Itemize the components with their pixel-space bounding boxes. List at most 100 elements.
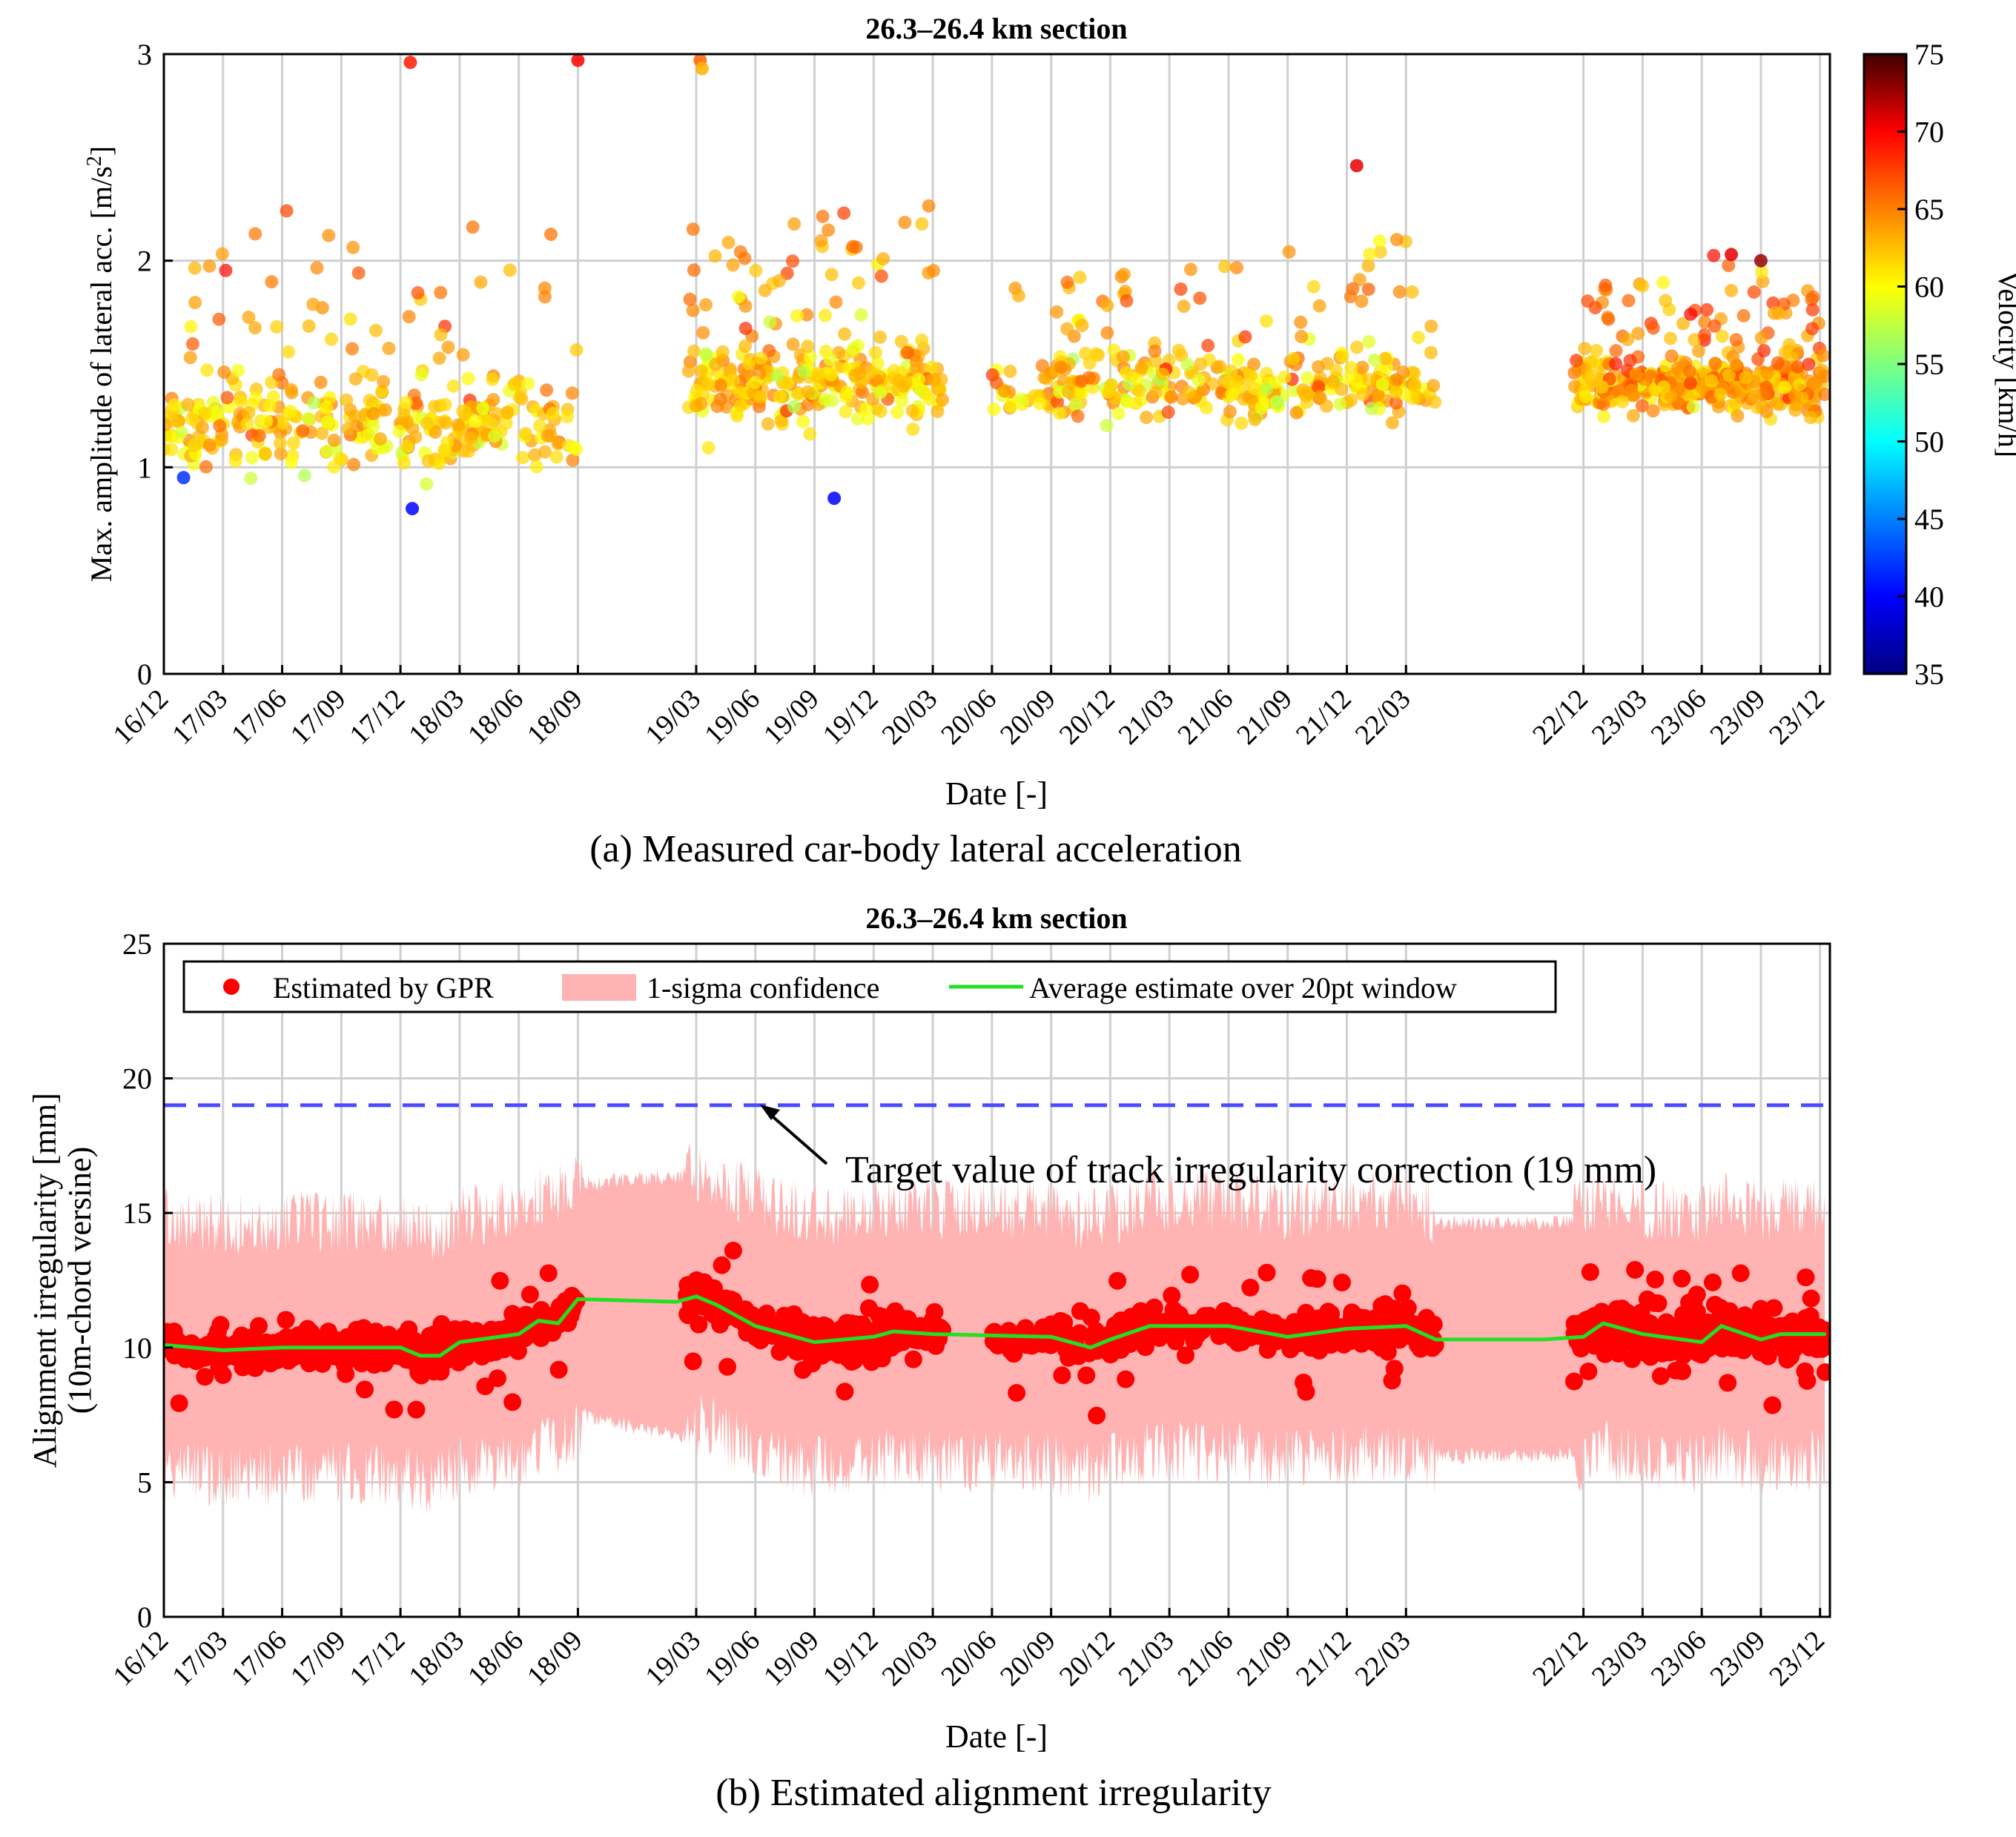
data-point bbox=[432, 351, 446, 365]
data-point bbox=[701, 377, 715, 391]
data-point bbox=[1306, 279, 1321, 294]
data-point bbox=[1222, 376, 1236, 390]
x-tick-label: 17/12 bbox=[344, 1625, 412, 1692]
data-point bbox=[733, 399, 747, 413]
data-point bbox=[1670, 361, 1685, 375]
data-point bbox=[787, 217, 802, 231]
data-point bbox=[242, 406, 256, 420]
data-point bbox=[432, 457, 446, 471]
data-point bbox=[343, 312, 357, 326]
data-point bbox=[1301, 371, 1315, 385]
data-point bbox=[297, 469, 311, 483]
data-point bbox=[1260, 366, 1274, 380]
gpr-point bbox=[1802, 1289, 1820, 1308]
data-point bbox=[213, 419, 227, 433]
data-point bbox=[345, 342, 359, 356]
gpr-point bbox=[886, 1302, 905, 1320]
data-point bbox=[840, 385, 854, 399]
data-point bbox=[181, 397, 195, 411]
data-point bbox=[1584, 368, 1599, 382]
gpr-point bbox=[1424, 1315, 1443, 1334]
gpr-point bbox=[1657, 1313, 1676, 1331]
data-point bbox=[188, 296, 202, 310]
data-point bbox=[1313, 390, 1327, 404]
data-point bbox=[273, 436, 287, 450]
data-point bbox=[1736, 308, 1751, 322]
data-point bbox=[687, 263, 701, 277]
data-point bbox=[713, 378, 727, 392]
data-point bbox=[196, 420, 210, 434]
data-point bbox=[1349, 159, 1364, 173]
gpr-point bbox=[1673, 1269, 1691, 1288]
data-point bbox=[215, 247, 229, 261]
data-point bbox=[248, 321, 262, 335]
data-point bbox=[1373, 245, 1387, 259]
data-point bbox=[500, 406, 515, 420]
gpr-point bbox=[164, 1323, 176, 1341]
gpr-point bbox=[1608, 1302, 1627, 1320]
x-tick-label: 20/09 bbox=[994, 1625, 1062, 1692]
gpr-point bbox=[1210, 1327, 1229, 1346]
x-tick-label: 17/06 bbox=[225, 684, 293, 751]
data-point bbox=[763, 315, 777, 329]
x-tick-label: 17/03 bbox=[166, 1625, 234, 1692]
data-point bbox=[310, 261, 324, 275]
data-point bbox=[715, 345, 730, 359]
data-point bbox=[901, 345, 915, 360]
data-point bbox=[1595, 380, 1609, 394]
gpr-point bbox=[870, 1306, 888, 1325]
x-tick-label: 23/12 bbox=[1763, 1625, 1831, 1692]
gpr-point bbox=[1636, 1316, 1654, 1334]
data-point bbox=[333, 451, 347, 466]
data-point bbox=[258, 447, 272, 461]
y-tick-label: 15 bbox=[122, 1196, 152, 1230]
data-point bbox=[1412, 331, 1426, 345]
data-point bbox=[1621, 333, 1635, 347]
gpr-point bbox=[170, 1394, 188, 1412]
gpr-point bbox=[1163, 1286, 1181, 1305]
data-point bbox=[1003, 364, 1017, 378]
data-point bbox=[400, 440, 414, 454]
data-point bbox=[922, 392, 936, 406]
data-point bbox=[1194, 357, 1208, 371]
data-point bbox=[217, 365, 231, 379]
data-point bbox=[804, 350, 818, 364]
data-point bbox=[733, 245, 747, 259]
ylabel-a-end: ] bbox=[85, 146, 118, 156]
data-point bbox=[1060, 275, 1074, 289]
data-point bbox=[346, 240, 360, 254]
gpr-point bbox=[1719, 1374, 1737, 1392]
gpr-point bbox=[503, 1393, 522, 1411]
data-point bbox=[1802, 357, 1816, 371]
data-point bbox=[801, 340, 815, 354]
gpr-point bbox=[758, 1304, 776, 1323]
x-tick-label: 19/03 bbox=[639, 1625, 707, 1692]
data-point bbox=[200, 363, 214, 377]
ylabel-a: Max. amplitude of lateral acc. [m/s2] bbox=[83, 146, 118, 582]
data-point bbox=[1329, 363, 1343, 377]
data-point bbox=[1140, 410, 1154, 424]
x-tick-label: 19/03 bbox=[639, 684, 707, 751]
data-point bbox=[1286, 351, 1301, 365]
data-point bbox=[694, 397, 708, 411]
data-point bbox=[1427, 379, 1441, 393]
x-ticks-a: 16/1217/0317/0617/0917/1218/0318/0618/09… bbox=[107, 665, 1831, 751]
gpr-point bbox=[520, 1285, 539, 1304]
data-point bbox=[1656, 380, 1670, 394]
data-point bbox=[1705, 374, 1719, 388]
data-point bbox=[710, 400, 724, 414]
data-point bbox=[1378, 351, 1392, 365]
data-point bbox=[474, 275, 488, 289]
gpr-point bbox=[1579, 1362, 1598, 1380]
gpr-point bbox=[532, 1300, 551, 1319]
data-point bbox=[803, 427, 817, 441]
annotation-arrow-head bbox=[760, 1105, 780, 1120]
data-point bbox=[397, 456, 411, 470]
data-point bbox=[987, 403, 1001, 417]
data-point bbox=[1408, 378, 1422, 392]
data-point bbox=[399, 395, 413, 409]
data-point bbox=[374, 432, 388, 446]
gpr-point bbox=[385, 1400, 403, 1419]
x-tick-label: 17/09 bbox=[285, 1625, 352, 1692]
data-point bbox=[1103, 385, 1117, 399]
